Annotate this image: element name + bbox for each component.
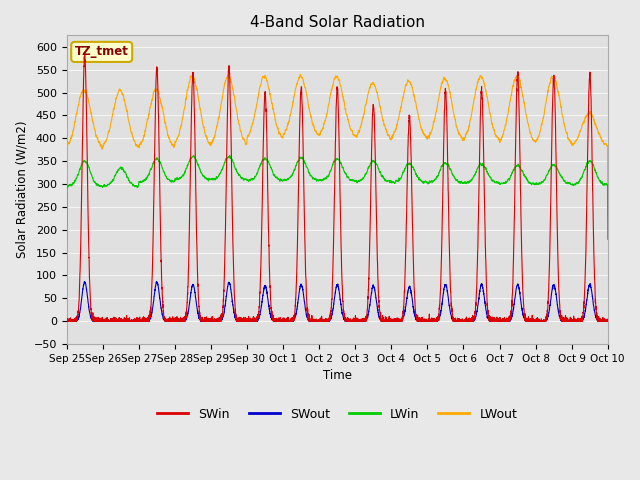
Title: 4-Band Solar Radiation: 4-Band Solar Radiation [250,15,425,30]
Y-axis label: Solar Radiation (W/m2): Solar Radiation (W/m2) [15,121,28,258]
Text: TZ_tmet: TZ_tmet [75,46,129,59]
Legend: SWin, SWout, LWin, LWout: SWin, SWout, LWin, LWout [152,403,522,426]
X-axis label: Time: Time [323,370,352,383]
